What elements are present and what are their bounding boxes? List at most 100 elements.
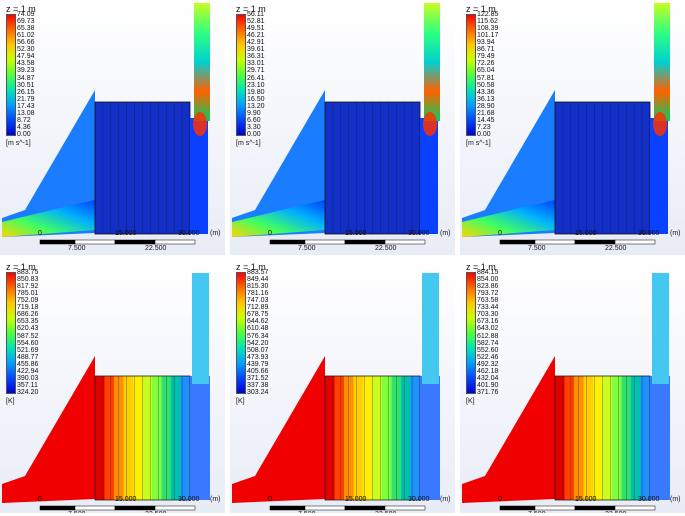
legend-tick: 492.32: [477, 360, 499, 368]
hot-spot: [193, 112, 207, 136]
legend-tick: 883.75: [17, 269, 39, 276]
scale-label-bottom: 22.500: [375, 245, 397, 252]
legend-tick: 823.86: [477, 283, 499, 291]
scale-label-top: (m): [670, 496, 681, 503]
inlet-duct: [232, 356, 325, 503]
legend-tick: 854.00: [477, 276, 499, 284]
contour-plot: [460, 258, 685, 513]
scale-label-top: 0: [38, 496, 42, 503]
scale-label-top: 15.000: [575, 496, 597, 503]
legend-tick: 371.52: [247, 374, 269, 382]
outlet-section: [420, 118, 438, 234]
inlet-duct: [462, 356, 555, 503]
legend-tick: 673.16: [477, 318, 499, 326]
legend-tick: 747.03: [247, 297, 269, 305]
legend-unit: [m s^-1]: [6, 140, 31, 147]
legend-tick: 552.60: [477, 346, 499, 354]
legend-tick: 303.24: [247, 389, 269, 396]
legend-tick: 7.23: [477, 123, 491, 131]
hot-spot: [653, 112, 667, 136]
legend-tick: 17.43: [17, 102, 35, 110]
scale-label-bottom: 7.500: [528, 511, 546, 513]
legend-tick: 817.92: [17, 283, 39, 291]
scale-label-bottom: 7.500: [68, 245, 86, 252]
legend-tick: 86.71: [477, 46, 495, 54]
legend-tick: 42.91: [247, 39, 265, 47]
legend-tick: 29.71: [247, 67, 265, 75]
color-legend: 74.09 69.73 65.38 61.02 56.66 52.30 47.94 43.58…: [6, 11, 68, 147]
legend-tick: 72.26: [477, 60, 495, 68]
legend-tick: 554.60: [17, 339, 39, 347]
plane-label: z = 1 m: [236, 4, 266, 14]
legend-tick: 324.20: [17, 389, 39, 396]
legend-tick: 3.30: [247, 123, 261, 131]
legend-tick: 6.60: [247, 116, 261, 124]
legend-tick: 643.02: [477, 325, 499, 333]
legend-tick: 462.18: [477, 367, 499, 375]
plane-label: z = 1 m: [6, 4, 36, 14]
legend-tick: 46.21: [247, 32, 265, 40]
stack: [652, 273, 669, 384]
panel-temperature-1: 883.75 850.83 817.92 785.01 752.09 719.18 686.…: [0, 258, 225, 513]
legend-tick: 47.94: [17, 53, 35, 61]
legend-tick: 678.75: [247, 311, 269, 319]
hot-spot: [423, 112, 437, 136]
scale-label-top: 0: [498, 496, 502, 503]
chamber: [554, 101, 651, 235]
color-legend: 883.57 849.44 815.30 781.16 747.03 712.89 678.…: [236, 269, 298, 405]
legend-tick: 30.51: [17, 81, 35, 89]
color-legend: 122.85 115.62 108.39 101.17 93.94 86.71 79.49 7…: [466, 11, 528, 147]
legend-tick: 522.46: [477, 353, 499, 361]
legend-tick: 43.58: [17, 60, 35, 68]
scale-label-top: 30.000: [638, 496, 660, 503]
scale-label-top: 30.000: [178, 496, 200, 503]
chamber: [324, 101, 421, 235]
legend-tick: 101.17: [477, 32, 499, 40]
legend-tick: 455.86: [17, 360, 39, 368]
legend-tick: 582.74: [477, 339, 499, 347]
legend-tick: 781.16: [247, 290, 269, 298]
legend-tick: 79.49: [477, 53, 495, 61]
legend-unit: [m s^-1]: [466, 140, 491, 147]
scale-label-top: 30.000: [638, 230, 660, 237]
legend-tick: 43.36: [477, 88, 495, 96]
legend-tick: 763.58: [477, 297, 499, 305]
legend-tick: 849.44: [247, 276, 269, 284]
outlet-section: [650, 118, 668, 234]
scale-label-top: (m): [440, 230, 451, 237]
scale-bar: [269, 505, 426, 511]
legend-tick: 815.30: [247, 283, 269, 291]
legend-tick: 21.79: [17, 95, 35, 103]
legend-tick: 793.72: [477, 290, 499, 298]
legend-tick: 26.15: [17, 88, 35, 96]
scale-label-top: 30.000: [178, 230, 200, 237]
panel-temperature-2: 883.57 849.44 815.30 781.16 747.03 712.89 678.…: [230, 258, 455, 513]
legend-tick: 0.00: [17, 131, 31, 138]
scale-label-top: 0: [268, 230, 272, 237]
legend-tick: 65.38: [17, 25, 35, 33]
chamber: [554, 375, 651, 501]
legend-tick: 337.38: [247, 381, 269, 389]
legend-tick: 785.01: [17, 290, 39, 298]
stack: [194, 3, 210, 121]
chamber: [324, 375, 421, 501]
scale-label-top: (m): [670, 230, 681, 237]
legend-tick: 9.90: [247, 109, 261, 117]
colorbar: [236, 14, 246, 136]
legend-tick: 69.73: [17, 18, 35, 26]
legend-tick: 390.03: [17, 374, 39, 382]
legend-tick: 34.87: [17, 74, 35, 82]
legend-tick: 50.58: [477, 81, 495, 89]
scale-bar: [39, 505, 196, 511]
legend-tick: 644.62: [247, 318, 269, 326]
legend-tick: 4.36: [17, 123, 31, 131]
legend-tick: 52.30: [17, 46, 35, 54]
legend-tick: 36.31: [247, 53, 265, 61]
inlet-duct: [232, 90, 325, 237]
legend-tick: 587.52: [17, 332, 39, 340]
legend-tick: 733.44: [477, 304, 499, 312]
scale-label-top: 0: [498, 230, 502, 237]
legend-unit: [K]: [6, 398, 15, 405]
contour-plot: [230, 0, 455, 255]
legend-tick: 653.35: [17, 318, 39, 326]
